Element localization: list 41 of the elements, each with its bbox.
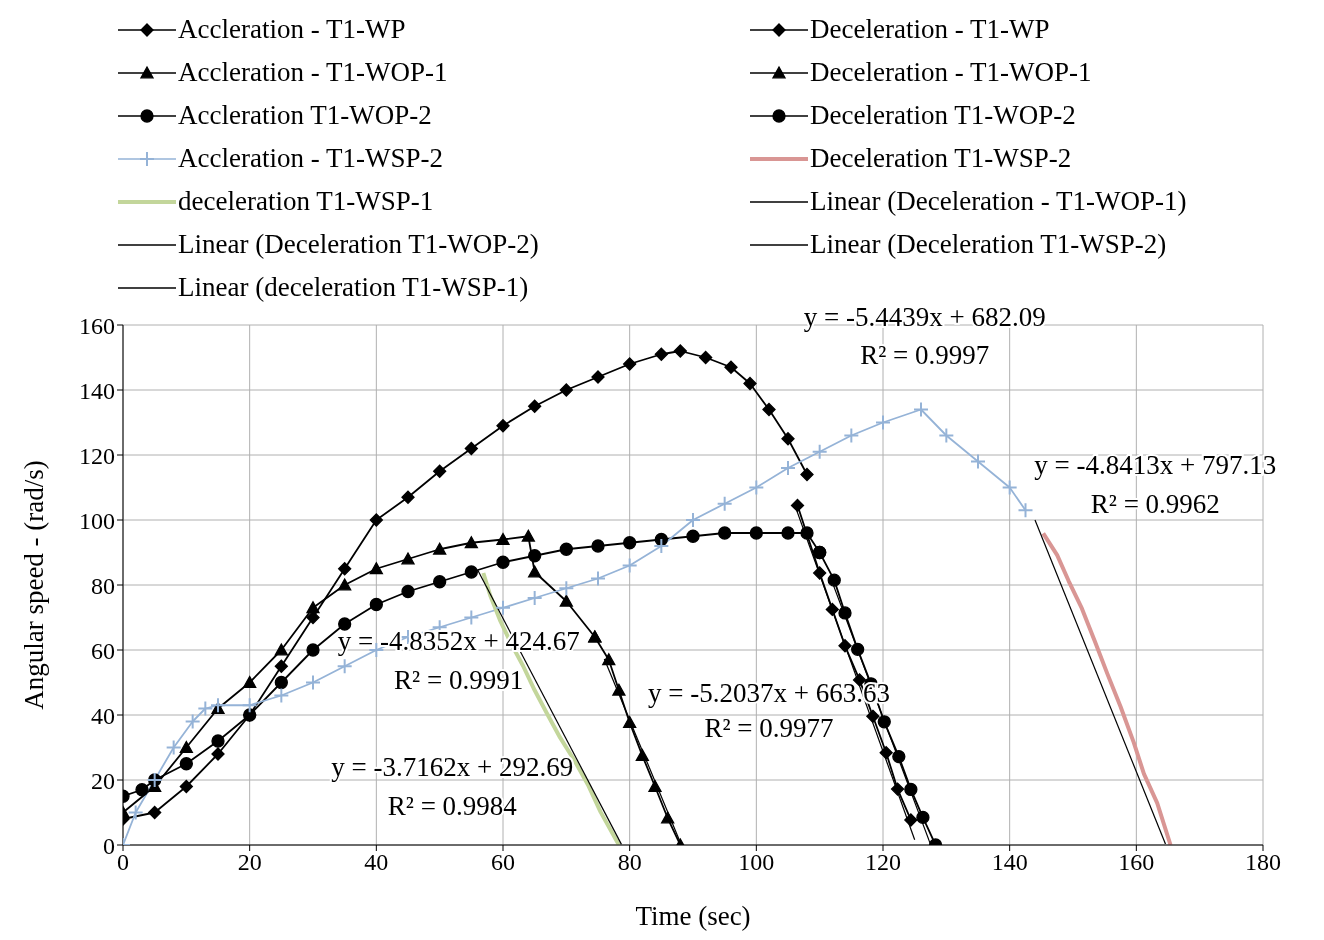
x-tick-label: 60 — [491, 849, 515, 876]
annotation: R² = 0.9991 — [394, 664, 524, 695]
y-tick-label: 60 — [91, 637, 115, 664]
legend-label: Linear (Deceleration - T1-WOP-1) — [810, 186, 1187, 217]
x-tick-label: 180 — [1245, 849, 1281, 876]
x-tick-label: 120 — [865, 849, 901, 876]
x-tick-label: 40 — [364, 849, 389, 876]
annotation: R² = 0.9984 — [387, 791, 518, 822]
y-tick-label: 0 — [103, 832, 115, 859]
x-axis-title: Time (sec) — [635, 901, 751, 931]
x-tick-label: 80 — [617, 849, 642, 876]
legend-label: Deceleration - T1-WP — [810, 14, 1050, 45]
annotation: y = -3.7162x + 292.69 — [331, 752, 574, 783]
annotation: y = -4.8413x + 797.13 — [1034, 450, 1277, 481]
annotation: R² = 0.9977 — [704, 713, 834, 744]
y-tick-label: 140 — [79, 377, 115, 404]
y-tick-label: 80 — [91, 572, 115, 599]
legend-label: Deceleration T1-WSP-2 — [810, 143, 1072, 174]
y-tick-label: 20 — [91, 767, 115, 794]
y-tick-label: 40 — [91, 702, 115, 729]
x-tick-label: 160 — [1118, 849, 1155, 876]
legend-label: Linear (Deceleration T1-WOP-2) — [178, 229, 539, 260]
legend-label: Accleration T1-WOP-2 — [178, 100, 432, 131]
legend-label: Linear (deceleration T1-WSP-1) — [178, 272, 529, 303]
x-tick-label: 20 — [237, 849, 262, 876]
legend-label: Accleration - T1-WSP-2 — [178, 143, 443, 174]
legend-label: deceleration T1-WSP-1 — [178, 186, 434, 217]
annotation: R² = 0.9997 — [860, 339, 990, 370]
x-tick-label: 100 — [738, 849, 775, 876]
y-tick-label: 160 — [79, 312, 115, 339]
annotation: y = -5.4439x + 682.09 — [803, 302, 1046, 333]
legend-label: Linear (Deceleration T1-WSP-2) — [810, 229, 1167, 260]
legend-label: Deceleration T1-WOP-2 — [810, 100, 1076, 131]
legend-label: Deceleration - T1-WOP-1 — [810, 57, 1092, 88]
legend-label: Accleration - T1-WOP-1 — [178, 57, 448, 88]
annotation: R² = 0.9962 — [1090, 489, 1220, 520]
x-tick-label: 140 — [991, 849, 1028, 876]
y-tick-label: 100 — [79, 507, 115, 534]
y-axis-title: Angular speed - (rad/s) — [18, 460, 49, 710]
legend-label: Accleration - T1-WP — [178, 14, 406, 45]
y-tick-label: 120 — [79, 442, 115, 469]
